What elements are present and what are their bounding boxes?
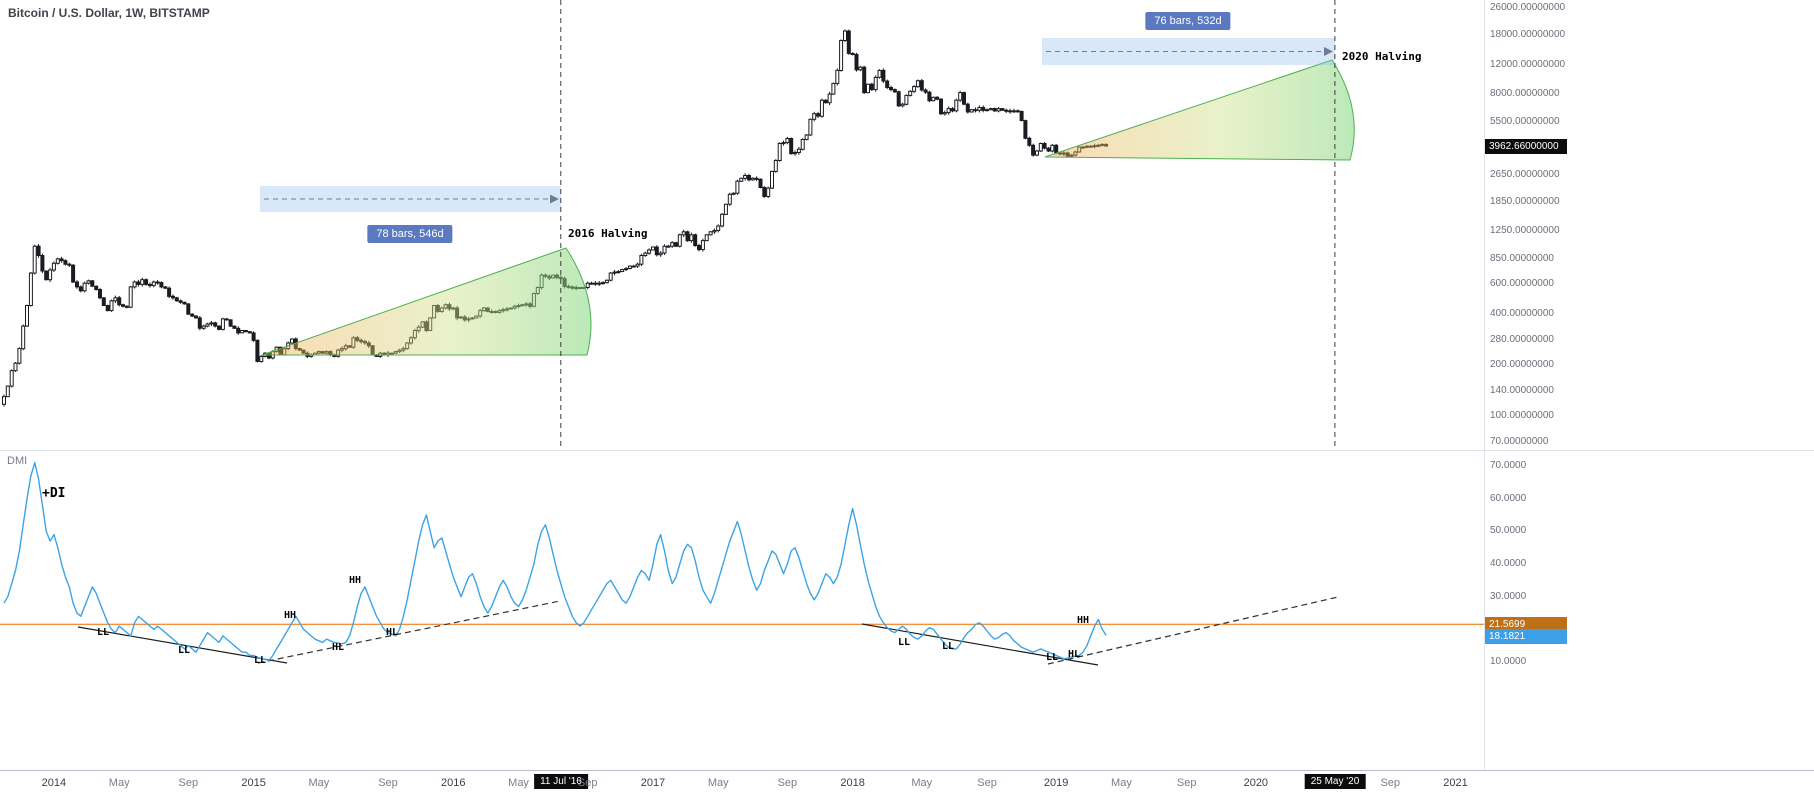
halving-2016-annotation[interactable]: 2016 Halving: [568, 227, 648, 240]
plus-di-annotation: +DI: [42, 486, 66, 501]
dmi-orange-level-tag: 21.5699: [1485, 617, 1567, 632]
dmi-indicator-label[interactable]: DMI: [7, 455, 28, 467]
halving-fan-drawings[interactable]: [261, 59, 1355, 356]
halving-2020-annotation[interactable]: 2020 Halving: [1342, 50, 1422, 63]
plus-di-line: [3, 462, 1107, 662]
halving-2020-date-tag: 25 May '20: [1304, 774, 1366, 789]
halving-2016-date-tag: 11 Jul '16: [534, 774, 588, 789]
dmi-trendlines[interactable]: [77, 596, 1339, 666]
dmi-blue-level-tag: 18.1821: [1485, 629, 1567, 644]
chart-legend[interactable]: Bitcoin / U.S. Dollar, 1W, BITSTAMP: [8, 6, 210, 20]
halving-vertical-lines: [560, 0, 1336, 450]
date-range-label-2015-2016[interactable]: 78 bars, 546d: [367, 225, 453, 243]
date-range-label-2019-2020[interactable]: 76 bars, 532d: [1145, 12, 1231, 30]
last-price-tag: 3962.66000000: [1485, 139, 1567, 154]
date-range-drawings[interactable]: [260, 38, 1335, 212]
